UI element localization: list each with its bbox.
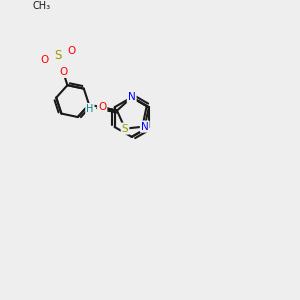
Text: H: H [86, 104, 94, 114]
Text: O: O [98, 102, 106, 112]
Text: S: S [54, 49, 62, 62]
Text: O: O [67, 46, 75, 56]
Text: CH₃: CH₃ [33, 1, 51, 11]
Text: O: O [59, 67, 67, 77]
Text: N: N [128, 92, 136, 102]
Text: O: O [40, 55, 49, 64]
Text: S: S [122, 124, 128, 134]
Text: N: N [141, 122, 148, 132]
